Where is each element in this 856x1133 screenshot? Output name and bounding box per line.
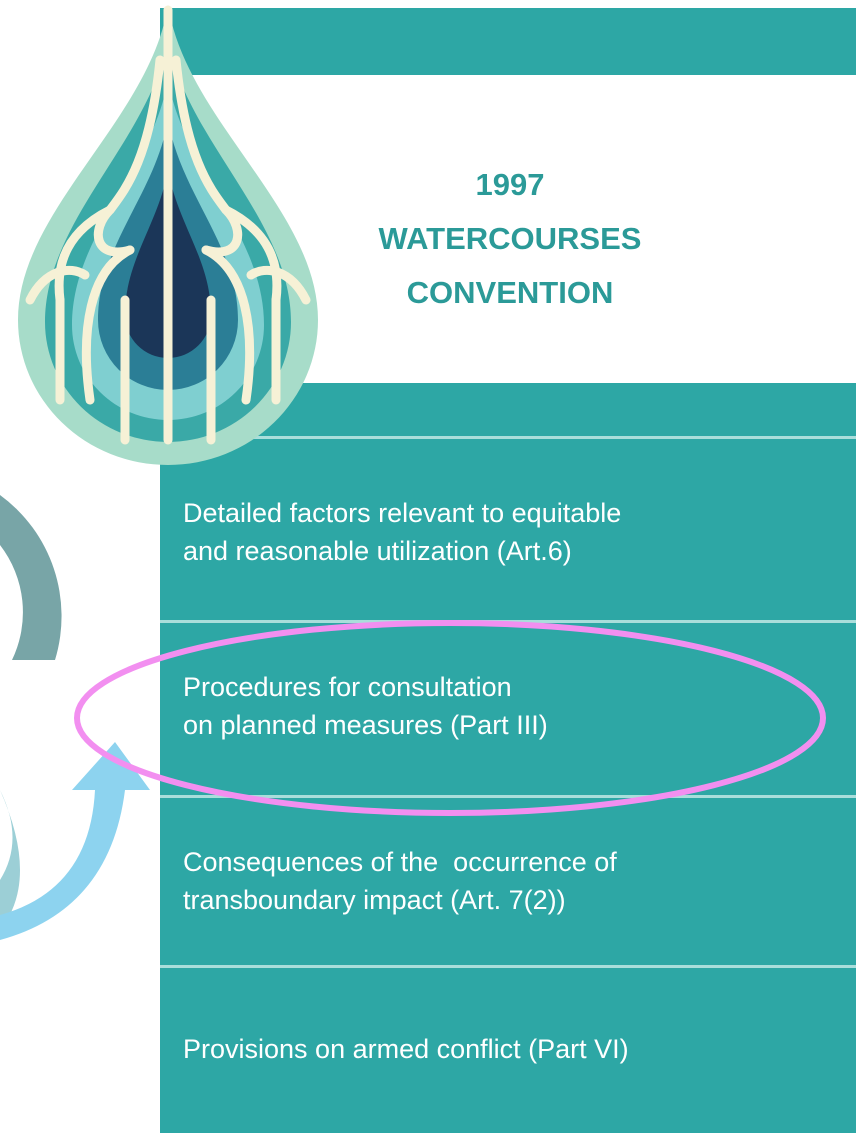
highlight-ellipse — [77, 623, 823, 813]
decor-front — [0, 0, 856, 1133]
body: 1997WATERCOURSESCONVENTION Detailed fact… — [0, 0, 856, 1133]
page: 1997 Watercourses Convention {"header": … — [0, 0, 856, 1133]
logo — [18, 5, 318, 465]
